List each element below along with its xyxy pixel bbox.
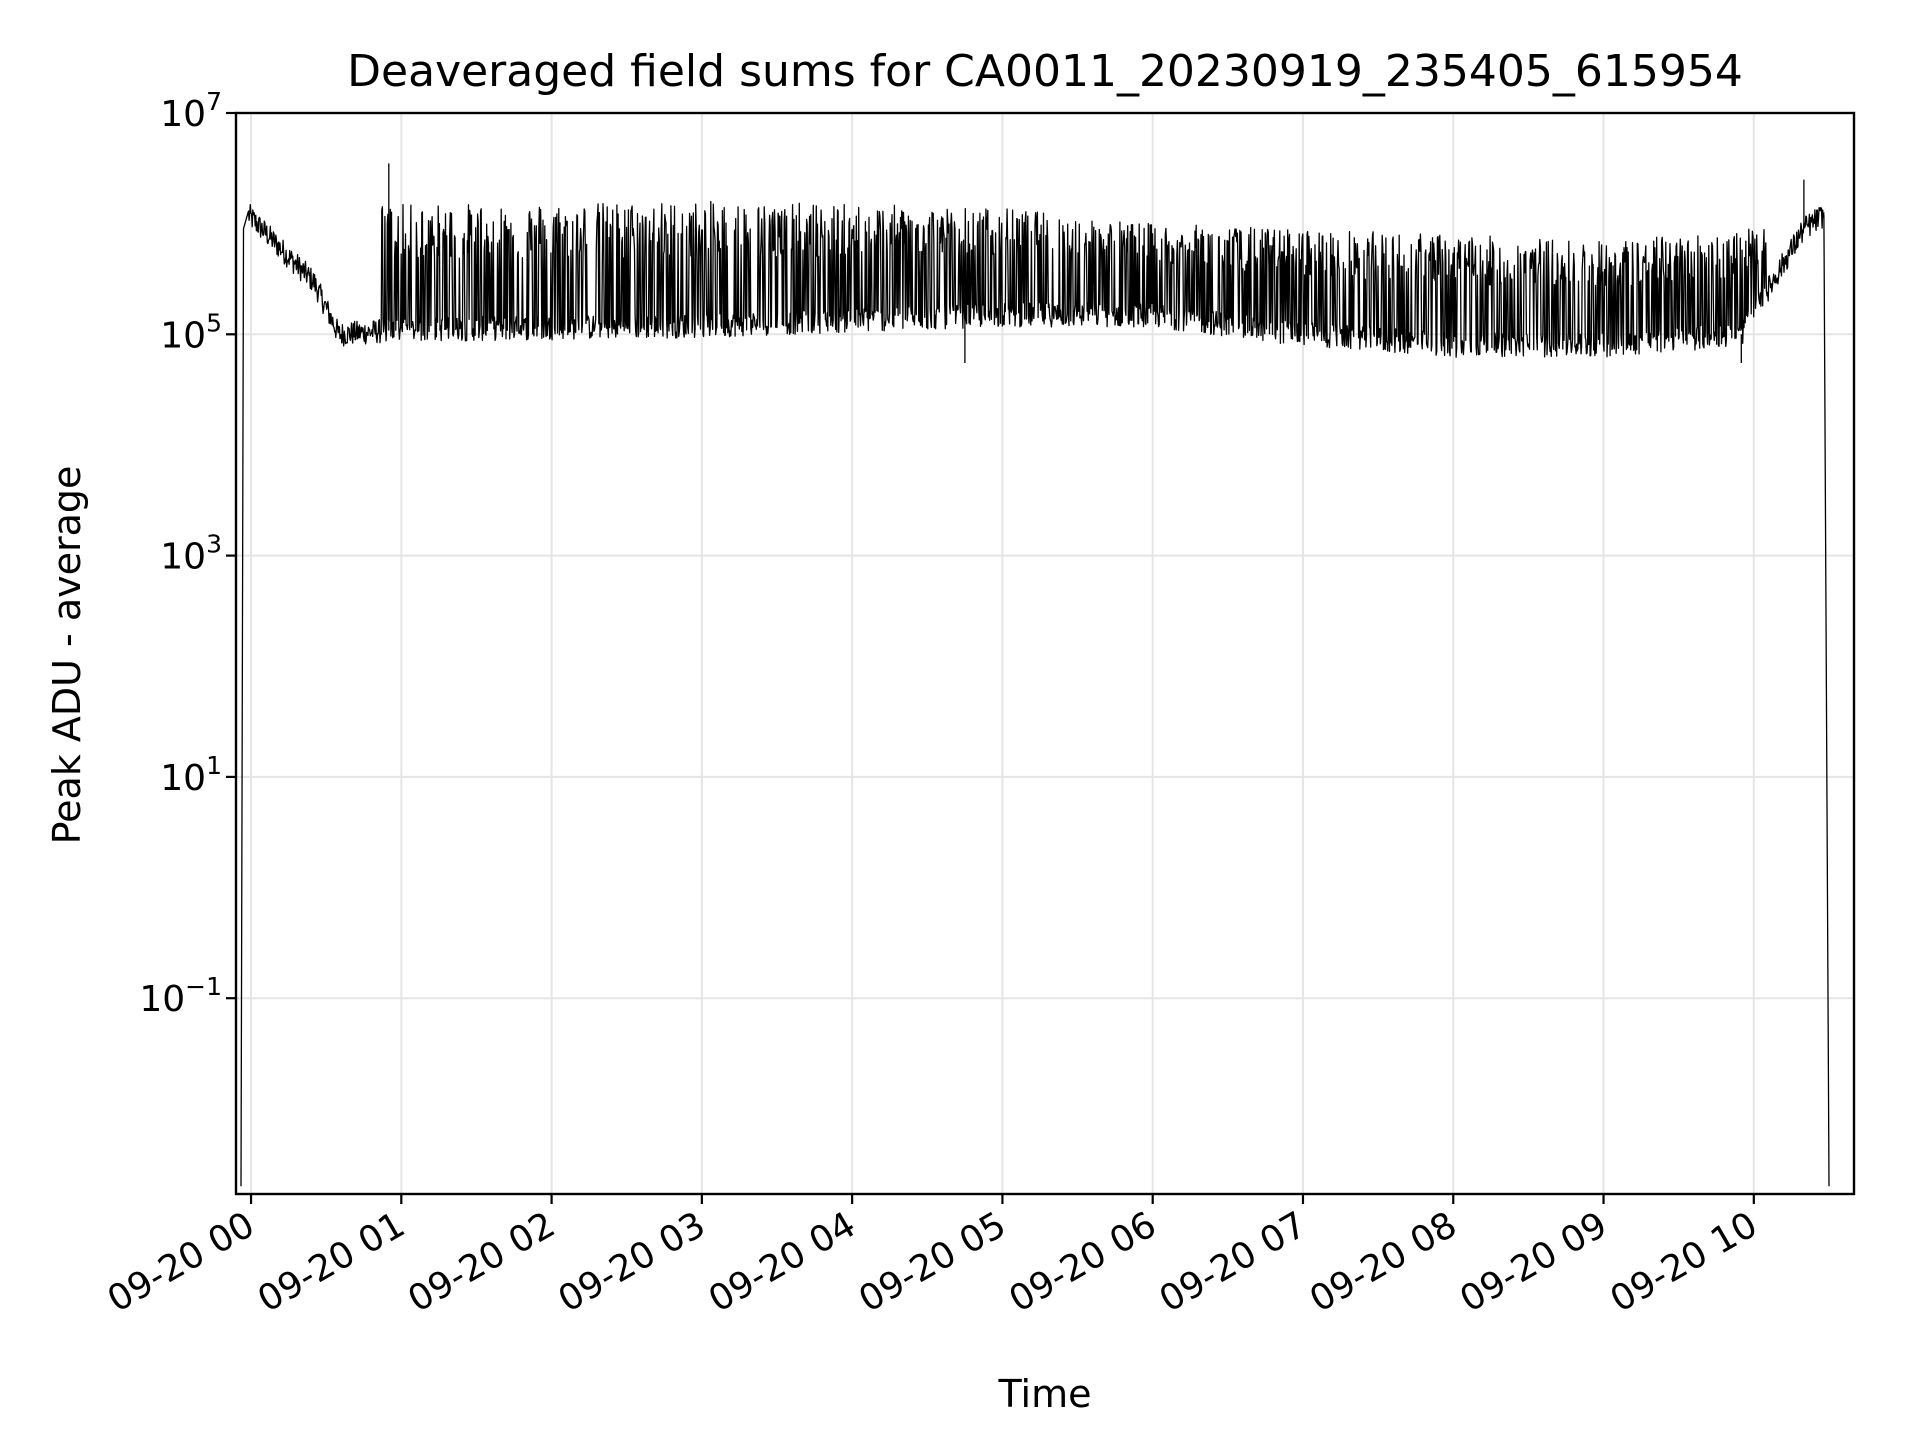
x-axis-label: Time	[998, 1372, 1092, 1416]
x-tick-label: 09-20 07	[1153, 1204, 1314, 1320]
y-tick-label: 103	[160, 530, 222, 578]
x-tick-label: 09-20 01	[251, 1204, 412, 1320]
y-tick-label: 10−1	[139, 972, 222, 1020]
x-tick-label: 09-20 03	[552, 1204, 713, 1320]
x-tick-label: 09-20 10	[1604, 1204, 1765, 1320]
series-line	[240, 163, 1830, 1187]
x-tick-label: 09-20 09	[1453, 1204, 1614, 1320]
y-axis-label: Peak ADU - average	[45, 466, 89, 845]
y-axis: 107 105 103 101 10−1	[139, 87, 236, 1020]
plot-frame	[234, 111, 1856, 1196]
x-tick-label: 09-20 08	[1303, 1204, 1464, 1320]
x-tick-label: 09-20 05	[852, 1204, 1013, 1320]
y-tick-label: 105	[160, 308, 222, 356]
y-tick-label: 107	[160, 87, 222, 135]
x-tick-label: 09-20 04	[702, 1204, 863, 1320]
y-tick-label: 101	[160, 751, 222, 799]
x-tick-label: 09-20 00	[101, 1204, 262, 1320]
x-tick-label: 09-20 02	[401, 1204, 562, 1320]
x-tick-label: 09-20 06	[1003, 1204, 1164, 1320]
chart-title: Deaveraged field sums for CA0011_2023091…	[347, 46, 1743, 97]
